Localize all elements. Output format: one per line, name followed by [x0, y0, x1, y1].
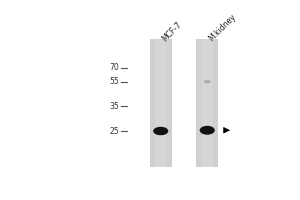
Text: M.kidney: M.kidney: [207, 13, 238, 43]
Ellipse shape: [200, 126, 215, 135]
Text: 55: 55: [109, 77, 119, 86]
Bar: [196, 39, 218, 167]
Bar: [150, 39, 172, 167]
Text: MCF-7: MCF-7: [161, 20, 184, 43]
Ellipse shape: [204, 80, 211, 83]
Text: 35: 35: [109, 102, 119, 111]
Text: 70: 70: [109, 63, 119, 72]
Ellipse shape: [153, 127, 168, 135]
Bar: [155, 39, 166, 167]
Text: 25: 25: [109, 127, 119, 136]
Bar: [202, 39, 213, 167]
